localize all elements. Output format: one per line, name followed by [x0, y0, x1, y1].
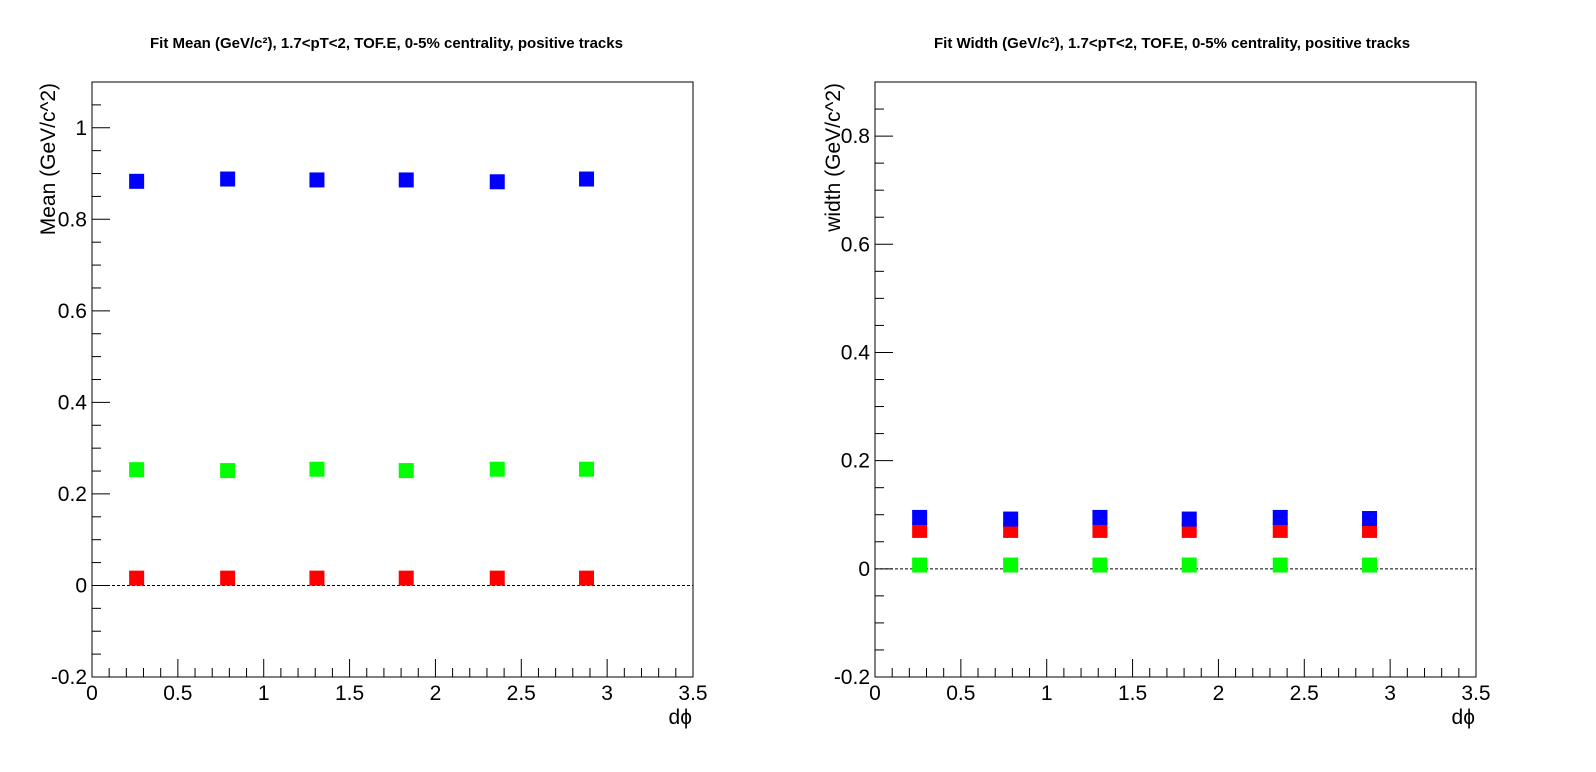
mean-data-point	[579, 570, 595, 586]
width-x-tick-label: 2	[1213, 682, 1225, 705]
mean-x-tick-label: 2.5	[507, 682, 536, 705]
width-data-point	[912, 522, 928, 538]
mean-data-point	[309, 570, 325, 586]
mean-data-point	[398, 463, 414, 479]
mean-data-point	[398, 570, 414, 586]
width-plot-frame	[874, 81, 1477, 678]
width-data-point	[1092, 557, 1108, 573]
mean-y-tick-label: 0.4	[58, 391, 88, 414]
mean-chart-title: Fit Mean (GeV/c²), 1.7<pT<2, TOF.E, 0-5%…	[150, 35, 623, 52]
mean-data-point	[129, 462, 145, 478]
mean-data-point	[398, 172, 414, 188]
mean-data-point	[129, 173, 145, 189]
width-data-point	[1003, 511, 1019, 527]
width-data-point	[1092, 522, 1108, 538]
mean-y-tick-label: -0.2	[51, 666, 87, 689]
width-y-tick-label: 0	[858, 558, 870, 581]
mean-y-axis-label: Mean (GeV/c^2)	[37, 83, 60, 235]
mean-data-point	[579, 461, 595, 477]
mean-data-point	[489, 174, 505, 190]
mean-y-tick-label: 0.6	[58, 300, 87, 323]
width-data-point	[1272, 522, 1288, 538]
mean-data-point	[129, 570, 145, 586]
width-data-point	[1272, 509, 1288, 525]
mean-data-point	[309, 172, 325, 188]
mean-y-tick-label: 0	[75, 574, 87, 597]
width-markers	[912, 509, 1378, 573]
mean-data-point	[220, 171, 236, 187]
width-data-point	[1092, 509, 1108, 525]
mean-markers	[129, 171, 595, 586]
mean-data-point	[489, 570, 505, 586]
mean-x-tick-label: 0.5	[163, 682, 192, 705]
width-y-tick-label: 0.4	[841, 341, 871, 364]
mean-x-tick-label: 1	[258, 682, 270, 705]
width-data-point	[912, 509, 928, 525]
width-y-axis-label: width (GeV/c^2)	[822, 83, 845, 233]
mean-chart-panel: Fit Mean (GeV/c²), 1.7<pT<2, TOF.E, 0-5%…	[37, 35, 708, 729]
width-y-tick-label: 0.6	[841, 233, 870, 256]
mean-x-tick-label: 1.5	[335, 682, 364, 705]
width-tick-labels: 0 0.5 1 1.5 2 2.5 3 3.5-0.200.20.40.60.8	[834, 125, 1491, 705]
width-data-point	[1362, 557, 1378, 573]
mean-x-axis-label: dϕ	[669, 706, 692, 729]
width-data-point	[1362, 511, 1378, 527]
width-data-point	[1003, 522, 1019, 538]
mean-y-tick-label: 0.8	[58, 208, 87, 231]
mean-x-tick-label: 3.5	[678, 682, 707, 705]
mean-ticks	[91, 81, 694, 678]
mean-data-point	[579, 171, 595, 187]
width-x-tick-label: 1.5	[1118, 682, 1147, 705]
width-x-tick-label: 0	[869, 682, 881, 705]
mean-data-point	[309, 461, 325, 477]
mean-x-tick-label: 3	[601, 682, 613, 705]
mean-y-tick-label: 0.2	[58, 483, 87, 506]
width-x-tick-label: 2.5	[1290, 682, 1319, 705]
mean-x-tick-label: 2	[430, 682, 442, 705]
width-data-point	[1181, 522, 1197, 538]
width-data-point	[1181, 511, 1197, 527]
width-y-tick-label: 0.2	[841, 450, 870, 473]
width-chart-panel: Fit Width (GeV/c²), 1.7<pT<2, TOF.E, 0-5…	[822, 35, 1491, 729]
mean-data-point	[220, 463, 236, 479]
mean-plot-frame	[91, 81, 694, 678]
width-x-tick-label: 3	[1384, 682, 1396, 705]
width-y-tick-label: 0.8	[841, 125, 870, 148]
width-x-tick-label: 1	[1041, 682, 1053, 705]
mean-tick-labels: 0 0.5 1 1.5 2 2.5 3 3.5-0.200.20.40.60.81	[51, 117, 708, 705]
mean-y-tick-label: 1	[75, 117, 87, 140]
width-chart-title: Fit Width (GeV/c²), 1.7<pT<2, TOF.E, 0-5…	[934, 35, 1410, 52]
mean-x-tick-label: 0	[86, 682, 98, 705]
width-data-point	[1362, 522, 1378, 538]
width-x-tick-label: 0.5	[946, 682, 975, 705]
width-x-axis-label: dϕ	[1452, 706, 1475, 729]
mean-data-point	[220, 570, 236, 586]
width-ticks	[874, 81, 1477, 678]
width-y-tick-label: -0.2	[834, 666, 870, 689]
width-data-point	[1181, 557, 1197, 573]
width-data-point	[1272, 557, 1288, 573]
width-data-point	[912, 557, 928, 573]
width-x-tick-label: 3.5	[1461, 682, 1490, 705]
width-data-point	[1003, 557, 1019, 573]
mean-data-point	[489, 461, 505, 477]
